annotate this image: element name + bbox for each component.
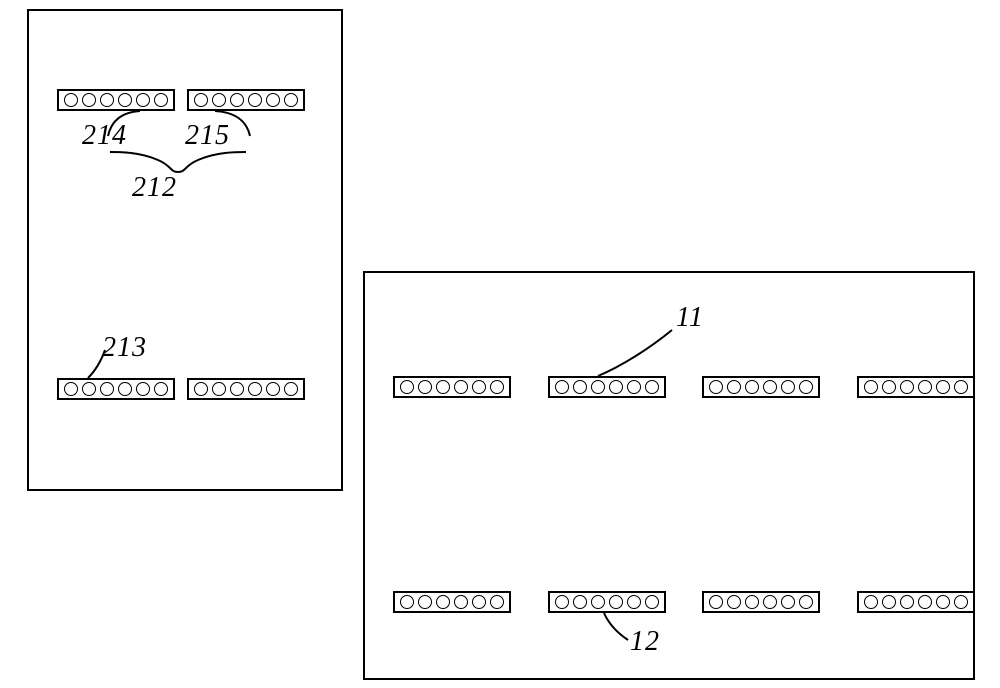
slot-strip bbox=[393, 591, 511, 613]
hole-icon bbox=[864, 595, 878, 609]
hole-icon bbox=[763, 595, 777, 609]
slot-strip bbox=[187, 378, 305, 400]
hole-icon bbox=[472, 380, 486, 394]
hole-icon bbox=[781, 380, 795, 394]
label-215: 215 bbox=[185, 120, 230, 152]
slot-strip bbox=[57, 378, 175, 400]
hole-icon bbox=[936, 380, 950, 394]
hole-icon bbox=[591, 380, 605, 394]
hole-icon bbox=[266, 93, 280, 107]
hole-icon bbox=[418, 380, 432, 394]
right-panel bbox=[363, 271, 975, 680]
hole-icon bbox=[418, 595, 432, 609]
hole-icon bbox=[882, 380, 896, 394]
hole-icon bbox=[136, 382, 150, 396]
hole-icon bbox=[627, 380, 641, 394]
hole-icon bbox=[154, 93, 168, 107]
hole-icon bbox=[248, 93, 262, 107]
label-214: 214 bbox=[82, 120, 127, 152]
hole-icon bbox=[490, 380, 504, 394]
label-212: 212 bbox=[132, 172, 177, 204]
slot-strip bbox=[702, 591, 820, 613]
hole-icon bbox=[609, 380, 623, 394]
hole-icon bbox=[763, 380, 777, 394]
hole-icon bbox=[400, 595, 414, 609]
slot-strip bbox=[187, 89, 305, 111]
hole-icon bbox=[864, 380, 878, 394]
slot-strip bbox=[57, 89, 175, 111]
hole-icon bbox=[555, 380, 569, 394]
hole-icon bbox=[936, 595, 950, 609]
hole-icon bbox=[472, 595, 486, 609]
hole-icon bbox=[154, 382, 168, 396]
slot-strip bbox=[548, 591, 666, 613]
slot-strip bbox=[857, 591, 975, 613]
hole-icon bbox=[118, 382, 132, 396]
hole-icon bbox=[900, 380, 914, 394]
hole-icon bbox=[799, 595, 813, 609]
hole-icon bbox=[284, 93, 298, 107]
hole-icon bbox=[745, 380, 759, 394]
hole-icon bbox=[627, 595, 641, 609]
left-panel bbox=[27, 9, 343, 491]
slot-strip bbox=[548, 376, 666, 398]
hole-icon bbox=[194, 382, 208, 396]
slot-strip bbox=[702, 376, 820, 398]
hole-icon bbox=[454, 595, 468, 609]
hole-icon bbox=[591, 595, 605, 609]
hole-icon bbox=[100, 382, 114, 396]
hole-icon bbox=[230, 382, 244, 396]
hole-icon bbox=[266, 382, 280, 396]
hole-icon bbox=[118, 93, 132, 107]
hole-icon bbox=[82, 93, 96, 107]
slot-strip bbox=[857, 376, 975, 398]
hole-icon bbox=[799, 380, 813, 394]
hole-icon bbox=[727, 595, 741, 609]
hole-icon bbox=[284, 382, 298, 396]
hole-icon bbox=[230, 93, 244, 107]
hole-icon bbox=[609, 595, 623, 609]
hole-icon bbox=[709, 380, 723, 394]
hole-icon bbox=[136, 93, 150, 107]
hole-icon bbox=[212, 93, 226, 107]
hole-icon bbox=[436, 380, 450, 394]
hole-icon bbox=[573, 380, 587, 394]
hole-icon bbox=[400, 380, 414, 394]
hole-icon bbox=[709, 595, 723, 609]
hole-icon bbox=[573, 595, 587, 609]
hole-icon bbox=[645, 595, 659, 609]
hole-icon bbox=[727, 380, 741, 394]
hole-icon bbox=[64, 382, 78, 396]
hole-icon bbox=[882, 595, 896, 609]
label-12: 12 bbox=[630, 626, 660, 658]
hole-icon bbox=[194, 93, 208, 107]
hole-icon bbox=[645, 380, 659, 394]
hole-icon bbox=[918, 380, 932, 394]
label-11: 11 bbox=[676, 302, 704, 334]
hole-icon bbox=[954, 595, 968, 609]
hole-icon bbox=[490, 595, 504, 609]
hole-icon bbox=[781, 595, 795, 609]
label-213: 213 bbox=[102, 332, 147, 364]
hole-icon bbox=[436, 595, 450, 609]
hole-icon bbox=[918, 595, 932, 609]
diagram-canvas: 214 215 212 213 11 12 bbox=[0, 0, 1000, 688]
hole-icon bbox=[745, 595, 759, 609]
slot-strip bbox=[393, 376, 511, 398]
hole-icon bbox=[64, 93, 78, 107]
hole-icon bbox=[954, 380, 968, 394]
hole-icon bbox=[212, 382, 226, 396]
hole-icon bbox=[900, 595, 914, 609]
hole-icon bbox=[100, 93, 114, 107]
hole-icon bbox=[454, 380, 468, 394]
hole-icon bbox=[555, 595, 569, 609]
hole-icon bbox=[248, 382, 262, 396]
hole-icon bbox=[82, 382, 96, 396]
